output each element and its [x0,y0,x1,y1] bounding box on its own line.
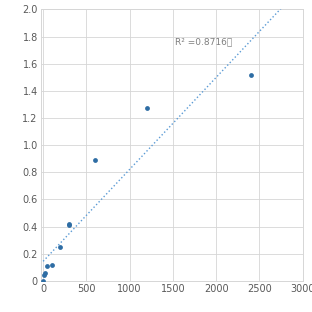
Point [66,221,71,226]
Point [93,158,98,163]
Point [49,262,54,267]
Point [41,278,46,283]
Point [41,273,46,278]
Point [248,72,253,77]
Point [58,244,63,249]
Point [66,223,71,228]
Text: R² =0.8716，: R² =0.8716， [175,37,232,46]
Point [42,270,47,275]
Point [144,106,149,111]
Point [45,263,50,268]
